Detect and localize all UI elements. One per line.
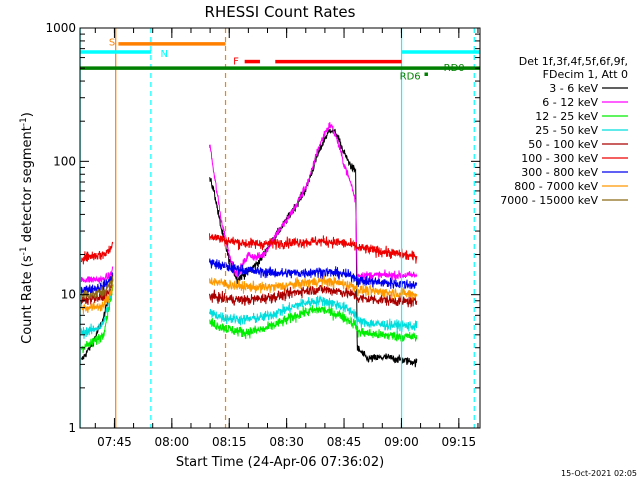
legend-label-7: 800 - 7000 keV [514, 180, 598, 193]
x-tick-label-3: 08:30 [269, 435, 304, 449]
legend-label-0: 3 - 6 keV [549, 82, 598, 95]
legend-label-8: 7000 - 15000 keV [500, 194, 598, 207]
x-tick-label-5: 09:00 [384, 435, 419, 449]
legend-label-4: 50 - 100 keV [528, 138, 598, 151]
chart-title: RHESSI Count Rates [205, 3, 356, 21]
legend-header-line-1: FDecim 1, Att 0 [543, 68, 628, 81]
flag-label-6: RD6 [400, 72, 421, 83]
x-axis-label: Start Time (24-Apr-06 07:36:02) [176, 455, 384, 470]
plot-area: S N F RD0 RD6 [79, 27, 481, 429]
y-axis-label-part: -1 [19, 117, 29, 126]
series-line-7 [80, 275, 418, 315]
series-line-1 [80, 122, 418, 284]
x-axis-tick-labels: 07:45 08:00 08:15 08:30 08:45 09:00 09:15 [97, 435, 476, 449]
y-axis-label-part: detector segment [20, 126, 35, 246]
x-tick-label-6: 09:15 [442, 435, 477, 449]
flag-label-2: F [233, 57, 239, 68]
legend-label-3: 25 - 50 keV [535, 124, 598, 137]
series-line-2 [80, 285, 418, 354]
y-tick-label-1: 10 [61, 288, 76, 302]
x-tick-label-1: 08:00 [155, 435, 190, 449]
y-axis-label: Count Rate (s-1 detector segment-1) [19, 112, 35, 344]
x-tick-label-2: 08:15 [212, 435, 247, 449]
y-tick-label-2: 100 [53, 154, 76, 168]
legend-label-2: 12 - 25 keV [535, 110, 598, 123]
plot-frame [79, 27, 481, 429]
legend-label-6: 300 - 800 keV [521, 166, 598, 179]
series-line-5 [80, 233, 418, 265]
y-tick-label-3: 1000 [45, 21, 76, 35]
y-axis-label-part: -1 [19, 246, 29, 255]
x-tick-label-4: 08:45 [327, 435, 362, 449]
legend-label-5: 100 - 300 keV [521, 152, 598, 165]
y-axis-label-part: Count Rate (s [20, 255, 35, 344]
plot-clip-group [80, 28, 480, 428]
y-axis-tick-labels: 1 10 100 1000 [45, 21, 76, 435]
legend-header-line-0: Det 1f,3f,4f,5f,6f,9f, [519, 55, 628, 68]
flag-label-0: S [109, 38, 115, 49]
footer-timestamp: 15-Oct-2021 02:05 [561, 469, 637, 478]
series-line-8 [80, 276, 114, 301]
flag-label-5: RD0 [444, 63, 465, 74]
legend-label-1: 6 - 12 keV [542, 96, 598, 109]
flag-label-1: N [160, 49, 167, 60]
legend: Det 1f,3f,4f,5f,6f,9f,FDecim 1, Att 03 -… [500, 55, 628, 207]
series-line-3 [80, 278, 418, 339]
x-tick-label-0: 07:45 [97, 435, 132, 449]
y-tick-label-0: 1 [68, 421, 76, 435]
y-axis-label-part: ) [20, 112, 35, 117]
